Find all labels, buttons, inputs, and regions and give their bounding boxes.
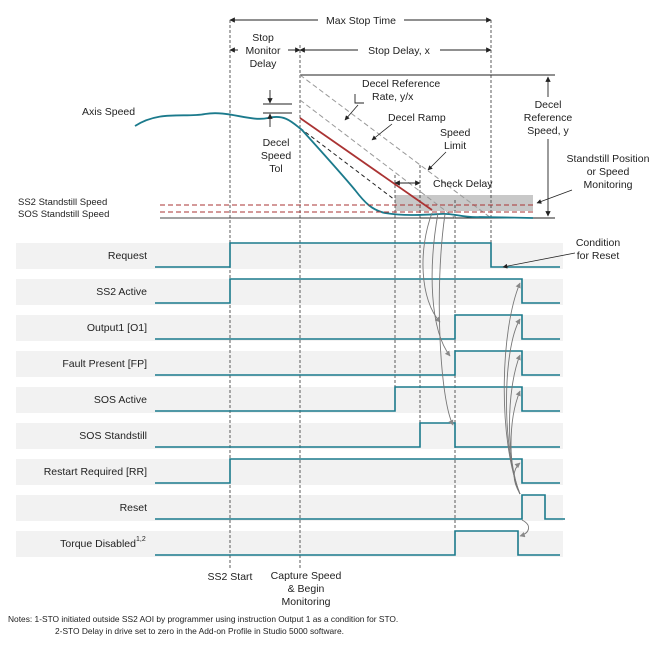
capture-speed-label-2: & Begin	[288, 583, 325, 595]
wave-reset	[155, 494, 565, 520]
signal-waveforms	[155, 242, 565, 556]
signal-label-fault-present: Fault Present [FP]	[62, 358, 147, 370]
signal-label-ss2-active: SS2 Active	[96, 286, 147, 298]
capture-speed-label-1: Capture Speed	[271, 570, 342, 582]
signal-label-output1: Output1 [O1]	[87, 322, 147, 334]
signal-label-request: Request	[108, 250, 147, 262]
max-stop-time-label: Max Stop Time	[326, 15, 396, 27]
band-fault-present	[16, 351, 563, 377]
reset-arrow-fault	[509, 354, 521, 495]
band-torque-disabled	[16, 531, 563, 557]
standstill-mon-label-1: Standstill Position	[567, 153, 650, 165]
signal-label-torque-disabled-sup: 1,2	[136, 536, 146, 543]
speed-limit-label-1: Speed	[440, 127, 471, 139]
stop-monitor-delay-bg	[238, 30, 288, 70]
wave-restart-required	[155, 458, 560, 484]
reset-arrow-torque	[519, 519, 529, 538]
ss2-standstill-label: SS2 Standstill Speed	[18, 197, 107, 208]
signal-label-reset: Reset	[120, 502, 148, 514]
max-stop-time-bg	[318, 13, 404, 27]
standstill-mon-pointer	[536, 189, 573, 204]
band-reset	[16, 495, 563, 521]
stop-monitor-delay-label-1: Stop	[252, 32, 274, 44]
signal-labels: Request SS2 Active Output1 [O1] Fault Pr…	[44, 250, 147, 550]
decel-ref-rate-label-1: Decel Reference	[362, 78, 440, 90]
speed-limit-pointer	[427, 151, 447, 171]
note-1: Notes: 1-STO initiated outside SS2 AOI b…	[8, 614, 398, 624]
condition-reset-label-1: Condition	[576, 237, 621, 249]
decel-ref-rate-label-2: Rate, y/x	[372, 91, 414, 103]
cause-arrow-fault	[431, 212, 451, 357]
signal-label-sos-standstill: SOS Standstill	[79, 430, 147, 442]
stop-monitor-delay-label-2: Monitor	[245, 45, 281, 57]
sos-standstill-label: SOS Standstill Speed	[18, 209, 109, 220]
band-restart-required	[16, 459, 563, 485]
decel-ref-speed-label-1: Decel	[535, 99, 562, 111]
decel-ramp-label: Decel Ramp	[388, 112, 446, 124]
signal-label-sos-active: SOS Active	[94, 394, 147, 406]
rate-triangle-icon	[354, 94, 364, 104]
wave-sos-standstill	[155, 422, 560, 448]
decel-tol-label-2: Speed	[261, 150, 292, 162]
decel-tol-label-3: Tol	[269, 163, 282, 175]
decel-ref-speed-label-2: Reference	[524, 112, 573, 124]
cause-arrow-standstill	[438, 213, 454, 426]
speed-limit-line	[299, 99, 456, 219]
ss2-start-label: SS2 Start	[208, 571, 253, 583]
note-2: 2-STO Delay in drive set to zero in the …	[55, 626, 344, 636]
decel-ref-speed-label-3: Speed, y	[527, 125, 569, 137]
condition-reset-pointer	[502, 252, 576, 269]
wave-fault-present	[155, 350, 560, 376]
causal-arrows	[422, 212, 529, 538]
band-output1	[16, 315, 563, 341]
standstill-mon-label-2: or Speed	[587, 166, 630, 178]
band-sos-active	[16, 387, 563, 413]
condition-reset-label-2: for Reset	[577, 250, 620, 262]
signal-bands	[16, 243, 563, 557]
decel-ramp-dashed	[299, 127, 396, 201]
decel-ref-rate-pointer	[344, 104, 359, 121]
signal-label-restart-required: Restart Required [RR]	[44, 466, 147, 478]
wave-sos-active	[155, 386, 560, 412]
wave-torque-disabled	[155, 530, 560, 556]
stop-delay-label: Stop Delay, x	[368, 45, 430, 57]
capture-speed-label-3: Monitoring	[281, 596, 330, 608]
reset-arrow-sos	[510, 390, 521, 495]
standstill-mon-label-3: Monitoring	[583, 179, 632, 191]
decel-ramp-line	[299, 117, 433, 211]
band-ss2-active	[16, 279, 563, 305]
axis-speed-label: Axis Speed	[82, 106, 135, 118]
stop-monitor-delay-label-3: Delay	[250, 58, 278, 70]
wave-ss2-active	[155, 278, 560, 304]
decel-ref-speed-bg	[518, 97, 576, 139]
stop-delay-bg	[358, 43, 440, 57]
reset-arrow-rr	[513, 462, 521, 495]
check-delay-label: Check Delay	[433, 178, 493, 190]
wave-request	[155, 242, 560, 268]
band-sos-standstill	[16, 423, 563, 449]
wave-output1	[155, 314, 560, 340]
decel-tol-label-1: Decel	[263, 137, 290, 149]
decel-ramp-pointer	[371, 123, 393, 141]
band-request	[16, 243, 563, 269]
signal-label-torque-disabled: Torque Disabled	[60, 538, 136, 550]
speed-limit-label-2: Limit	[444, 140, 466, 152]
